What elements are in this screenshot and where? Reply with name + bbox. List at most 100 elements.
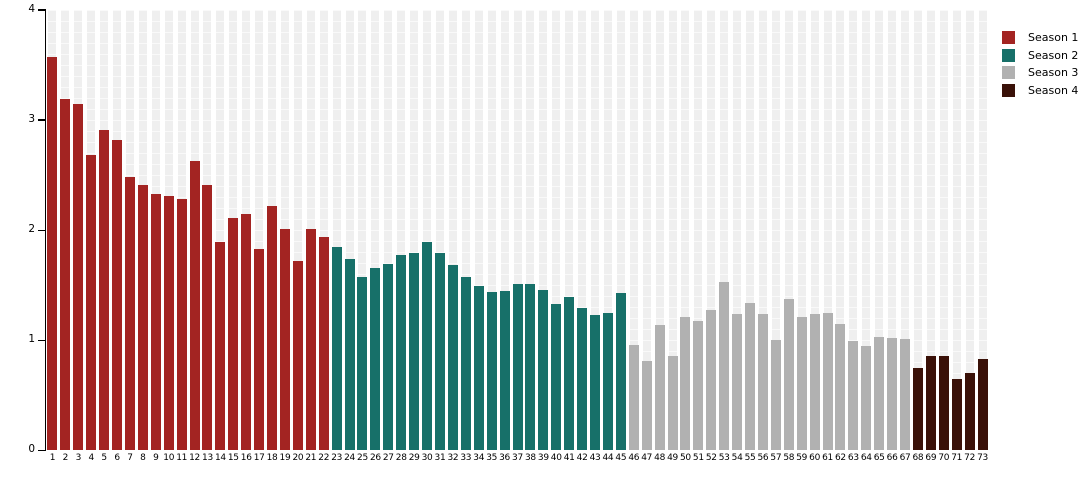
y-tick	[38, 9, 45, 11]
bar-episode-46	[628, 344, 639, 451]
column-stripe	[758, 10, 767, 451]
x-tick-label: 23	[331, 453, 343, 463]
bar-episode-65	[874, 336, 885, 451]
bar-episode-2	[60, 99, 71, 451]
x-tick-label: 14	[214, 453, 226, 463]
column-stripe	[216, 10, 225, 451]
column-stripe	[913, 10, 922, 451]
column-stripe	[681, 10, 690, 451]
x-tick-label: 49	[667, 453, 678, 463]
bar-episode-72	[964, 373, 975, 451]
column-stripe	[823, 10, 832, 451]
bar-episode-67	[900, 339, 911, 451]
x-tick-label: 54	[731, 453, 743, 463]
x-tick-label: 71	[951, 453, 963, 463]
x-tick-label: 2	[62, 453, 69, 463]
bar-episode-56	[757, 313, 768, 451]
bar-episode-27	[383, 264, 394, 451]
x-tick-label: 17	[253, 453, 265, 463]
bar-episode-15	[228, 217, 239, 451]
bar-episode-71	[951, 378, 962, 451]
column-stripe	[371, 10, 380, 451]
legend-swatch	[1002, 48, 1015, 62]
column-stripe	[733, 10, 742, 451]
column-stripe	[978, 10, 987, 451]
bar-episode-13	[202, 184, 213, 451]
bar-episode-39	[538, 289, 549, 451]
bar-episode-7	[124, 177, 135, 451]
column-stripe	[539, 10, 548, 451]
bar-episode-48	[654, 324, 665, 451]
column-stripe	[487, 10, 496, 451]
column-stripe	[410, 10, 419, 451]
x-tick-label: 62	[835, 453, 846, 463]
x-tick-label: 25	[357, 453, 368, 463]
bar-episode-43	[590, 314, 600, 451]
x-tick-label: 56	[757, 453, 769, 463]
x-tick-label: 9	[153, 453, 159, 463]
column-stripe	[668, 10, 677, 451]
bar-episode-14	[215, 242, 226, 451]
x-tick-label: 60	[809, 453, 821, 463]
column-stripe	[965, 10, 974, 451]
x-tick-label: 22	[318, 453, 330, 463]
column-stripe	[797, 10, 806, 451]
x-tick-label: 1	[49, 453, 56, 463]
x-tick-label: 48	[654, 453, 665, 463]
bar-episode-17	[254, 248, 265, 451]
x-tick-label: 73	[977, 453, 988, 463]
bar-episode-55	[745, 302, 756, 451]
column-stripe	[952, 10, 961, 451]
column-stripe	[448, 10, 457, 451]
x-tick-label: 18	[266, 453, 278, 463]
column-stripe	[888, 10, 897, 451]
y-tick	[38, 119, 45, 121]
bar-episode-8	[137, 184, 148, 451]
y-tick	[38, 229, 45, 231]
x-tick-label: 21	[305, 453, 317, 463]
x-tick-label: 12	[189, 453, 200, 463]
x-tick-label: 72	[964, 453, 976, 463]
y-tick-label: 4	[28, 3, 35, 15]
x-tick-label: 38	[524, 453, 536, 463]
x-tick-label: 66	[886, 453, 898, 463]
column-stripe	[836, 10, 845, 451]
bar-episode-40	[551, 303, 562, 451]
x-tick-label: 42	[576, 453, 588, 463]
column-stripe	[784, 10, 793, 451]
bar-episode-20	[292, 260, 303, 451]
bar-episode-23	[331, 246, 342, 451]
column-stripe	[642, 10, 651, 451]
x-tick-label: 6	[114, 453, 120, 463]
x-tick-label: 44	[602, 453, 614, 463]
bar-episode-11	[176, 199, 187, 451]
x-tick-label: 36	[499, 453, 510, 463]
bar-episode-30	[422, 242, 433, 451]
column-stripe	[849, 10, 858, 451]
bar-episode-36	[499, 290, 510, 451]
column-stripe	[655, 10, 664, 451]
x-tick-label: 27	[382, 453, 394, 463]
column-stripe	[591, 10, 599, 451]
column-stripe	[616, 10, 625, 451]
x-tick-label: 64	[860, 453, 872, 463]
column-stripe	[707, 10, 716, 451]
x-tick-label: 32	[447, 453, 459, 463]
bar-episode-52	[706, 310, 717, 451]
x-tick-label: 51	[692, 453, 704, 463]
column-stripe	[694, 10, 703, 451]
bar-episode-45	[615, 292, 626, 451]
bar-episode-26	[370, 267, 381, 451]
y-tick-label: 1	[28, 333, 35, 346]
column-stripe	[862, 10, 871, 451]
x-tick-label: 63	[847, 453, 859, 463]
column-stripe	[552, 10, 561, 451]
bar-episode-57	[770, 340, 781, 451]
x-tick-label: 41	[563, 453, 575, 463]
column-stripe	[926, 10, 935, 451]
x-tick-label: 57	[770, 453, 782, 463]
x-tick-label: 40	[550, 453, 562, 463]
bar-episode-47	[641, 361, 652, 451]
x-tick-label: 33	[460, 453, 472, 463]
x-tick-label: 59	[796, 453, 808, 463]
